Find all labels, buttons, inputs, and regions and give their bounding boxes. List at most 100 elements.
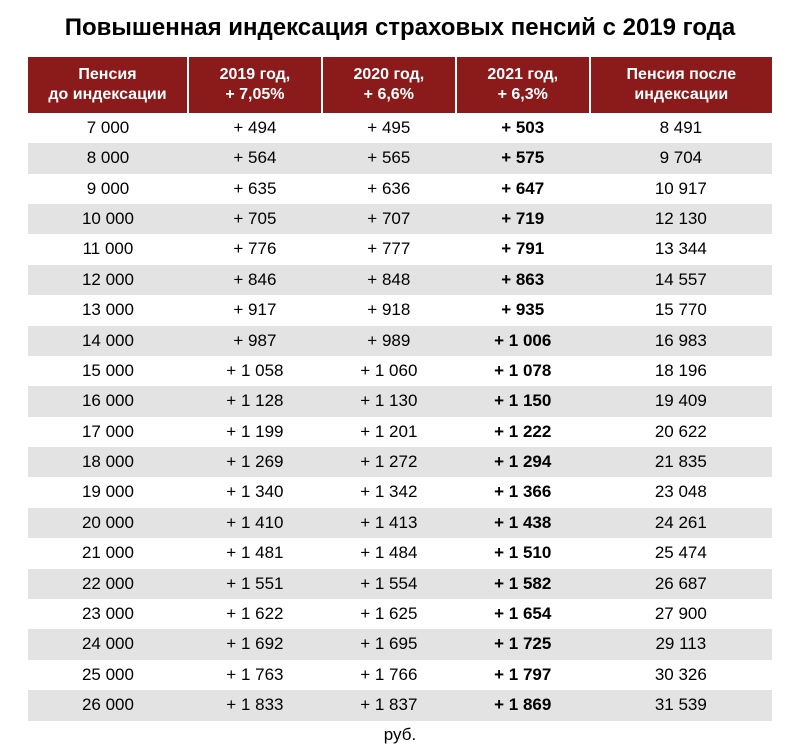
table-cell: + 1 078 <box>456 356 590 386</box>
table-cell: 18 196 <box>590 356 772 386</box>
table-cell: + 1 484 <box>322 538 456 568</box>
table-row: 25 000+ 1 763+ 1 766+ 1 79730 326 <box>28 660 772 690</box>
table-cell: + 1 150 <box>456 386 590 416</box>
table-cell: + 1 340 <box>188 477 322 507</box>
table-cell: 21 835 <box>590 447 772 477</box>
pension-table: Пенсия до индексации 2019 год, + 7,05% 2… <box>28 57 772 721</box>
col-header-before: Пенсия до индексации <box>28 57 188 113</box>
table-cell: 20 000 <box>28 508 188 538</box>
table-row: 24 000+ 1 692+ 1 695+ 1 72529 113 <box>28 629 772 659</box>
table-row: 22 000+ 1 551+ 1 554+ 1 58226 687 <box>28 569 772 599</box>
table-cell: 15 770 <box>590 295 772 325</box>
table-cell: + 989 <box>322 326 456 356</box>
table-cell: 25 474 <box>590 538 772 568</box>
table-cell: 20 622 <box>590 417 772 447</box>
table-cell: + 1 058 <box>188 356 322 386</box>
table-cell: + 636 <box>322 174 456 204</box>
table-cell: + 1 725 <box>456 629 590 659</box>
table-cell: + 719 <box>456 204 590 234</box>
table-cell: + 1 130 <box>322 386 456 416</box>
table-cell: + 1 199 <box>188 417 322 447</box>
table-cell: + 1 294 <box>456 447 590 477</box>
table-cell: + 1 695 <box>322 629 456 659</box>
col-header-line2: + 6,3% <box>498 86 548 103</box>
table-cell: + 1 654 <box>456 599 590 629</box>
col-header-line1: 2019 год, <box>220 66 291 83</box>
table-cell: 26 000 <box>28 690 188 720</box>
table-cell: + 1 763 <box>188 660 322 690</box>
table-cell: + 647 <box>456 174 590 204</box>
table-row: 13 000+ 917+ 918+ 93515 770 <box>28 295 772 325</box>
table-cell: + 776 <box>188 234 322 264</box>
table-cell: + 935 <box>456 295 590 325</box>
table-cell: + 635 <box>188 174 322 204</box>
table-cell: + 1 622 <box>188 599 322 629</box>
table-cell: 16 983 <box>590 326 772 356</box>
table-cell: 23 048 <box>590 477 772 507</box>
table-cell: + 846 <box>188 265 322 295</box>
table-cell: + 987 <box>188 326 322 356</box>
table-row: 11 000+ 776+ 777+ 79113 344 <box>28 234 772 264</box>
table-cell: + 705 <box>188 204 322 234</box>
table-cell: 13 344 <box>590 234 772 264</box>
table-cell: + 1 551 <box>188 569 322 599</box>
col-header-line1: 2021 год, <box>487 66 558 83</box>
table-cell: + 1 869 <box>456 690 590 720</box>
table-body: 7 000+ 494+ 495+ 5038 4918 000+ 564+ 565… <box>28 113 772 721</box>
table-cell: + 1 128 <box>188 386 322 416</box>
table-cell: 21 000 <box>28 538 188 568</box>
table-cell: + 707 <box>322 204 456 234</box>
table-cell: + 564 <box>188 143 322 173</box>
table-cell: + 575 <box>456 143 590 173</box>
table-cell: 26 687 <box>590 569 772 599</box>
table-cell: + 1 201 <box>322 417 456 447</box>
col-header-line2: до индексации <box>48 86 166 103</box>
table-cell: + 1 625 <box>322 599 456 629</box>
table-cell: 17 000 <box>28 417 188 447</box>
col-header-line1: Пенсия <box>78 66 136 83</box>
table-cell: 24 000 <box>28 629 188 659</box>
table-row: 17 000+ 1 199+ 1 201+ 1 22220 622 <box>28 417 772 447</box>
table-cell: + 1 797 <box>456 660 590 690</box>
table-cell: + 1 413 <box>322 508 456 538</box>
table-cell: + 494 <box>188 113 322 143</box>
table-row: 19 000+ 1 340+ 1 342+ 1 36623 048 <box>28 477 772 507</box>
table-cell: 13 000 <box>28 295 188 325</box>
table-cell: + 503 <box>456 113 590 143</box>
table-cell: + 1 833 <box>188 690 322 720</box>
table-row: 23 000+ 1 622+ 1 625+ 1 65427 900 <box>28 599 772 629</box>
table-cell: 8 491 <box>590 113 772 143</box>
table-header: Пенсия до индексации 2019 год, + 7,05% 2… <box>28 57 772 113</box>
col-header-2019: 2019 год, + 7,05% <box>188 57 322 113</box>
table-cell: 19 409 <box>590 386 772 416</box>
table-cell: + 1 554 <box>322 569 456 599</box>
table-cell: + 1 342 <box>322 477 456 507</box>
table-cell: 7 000 <box>28 113 188 143</box>
table-cell: + 917 <box>188 295 322 325</box>
header-row: Пенсия до индексации 2019 год, + 7,05% 2… <box>28 57 772 113</box>
table-cell: 31 539 <box>590 690 772 720</box>
table-row: 8 000+ 564+ 565+ 5759 704 <box>28 143 772 173</box>
table-row: 10 000+ 705+ 707+ 71912 130 <box>28 204 772 234</box>
page-container: Повышенная индексация страховых пенсий с… <box>0 0 800 753</box>
table-cell: 23 000 <box>28 599 188 629</box>
col-header-line1: Пенсия после <box>627 66 737 83</box>
table-cell: + 1 692 <box>188 629 322 659</box>
footer-unit: руб. <box>28 721 772 745</box>
table-cell: + 1 481 <box>188 538 322 568</box>
table-cell: 18 000 <box>28 447 188 477</box>
table-cell: + 1 510 <box>456 538 590 568</box>
table-row: 16 000+ 1 128+ 1 130+ 1 15019 409 <box>28 386 772 416</box>
col-header-line1: 2020 год, <box>353 66 424 83</box>
table-cell: 29 113 <box>590 629 772 659</box>
table-row: 15 000+ 1 058+ 1 060+ 1 07818 196 <box>28 356 772 386</box>
table-row: 21 000+ 1 481+ 1 484+ 1 51025 474 <box>28 538 772 568</box>
table-cell: + 1 366 <box>456 477 590 507</box>
table-row: 12 000+ 846+ 848+ 86314 557 <box>28 265 772 295</box>
table-cell: 9 000 <box>28 174 188 204</box>
col-header-line2: индексации <box>634 86 728 103</box>
table-cell: 14 557 <box>590 265 772 295</box>
table-cell: + 1 060 <box>322 356 456 386</box>
table-cell: 16 000 <box>28 386 188 416</box>
table-cell: 27 900 <box>590 599 772 629</box>
